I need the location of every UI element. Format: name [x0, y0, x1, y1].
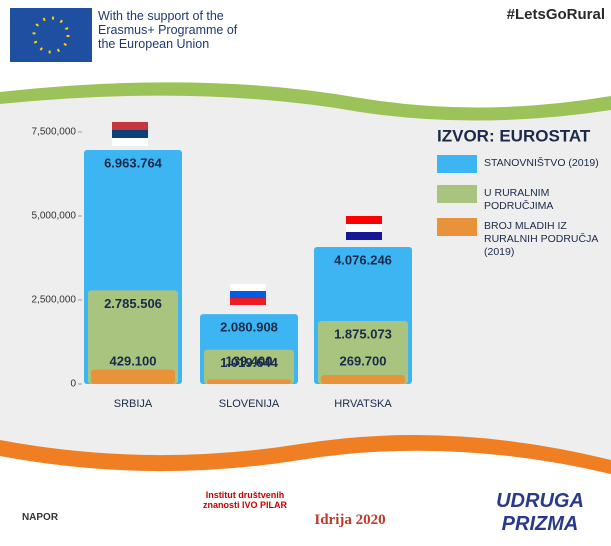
chart-title: IZVOR: EUROSTAT: [437, 126, 591, 145]
x-tick-label: SLOVENIJA: [219, 398, 280, 410]
data-label: 2.080.908: [220, 320, 278, 335]
data-label: 6.963.764: [104, 155, 163, 170]
logo: NAPOR: [10, 512, 70, 523]
logo: UDRUGA PRIZMA: [490, 490, 590, 536]
data-label: 4.076.246: [334, 252, 392, 267]
bar: [207, 379, 291, 384]
legend-swatch: [437, 218, 477, 236]
legend-swatch: [437, 155, 477, 173]
legend-label: BROJ MLADIH IZ RURALNIH PODRUČJA (2019): [484, 220, 609, 259]
x-tick-label: SRBIJA: [114, 398, 153, 410]
legend-label: STANOVNIŠTVO (2019): [484, 157, 609, 170]
data-label: 429.100: [110, 353, 157, 368]
flag-serbia: [112, 122, 148, 146]
data-label: 139.400: [226, 353, 273, 368]
x-tick-label: HRVATSKA: [334, 398, 392, 410]
data-label: 1.875.073: [334, 326, 392, 341]
support-text: With the support of the Erasmus+ Program…: [98, 9, 248, 51]
y-tick-label: 2,500,000: [32, 295, 77, 306]
flag-croatia: [346, 216, 382, 240]
chart: IZVOR: EUROSTAT 0 2,500,000 5,000,000 7,500…: [0, 0, 611, 546]
y-tick-label: 7,500,000: [32, 127, 77, 138]
legend-swatch: [437, 185, 477, 203]
legend-label: U RURALNIM PODRUČJIMA: [484, 187, 609, 213]
hashtag: #LetsGoRural: [507, 6, 605, 23]
y-tick-label: 0: [70, 379, 76, 390]
logo: Idrija 2020: [300, 512, 400, 529]
page: IZVOR: EUROSTAT 0 2,500,000 5,000,000 7,500…: [0, 0, 611, 546]
logo: Institut društvenih znanosti IVO PILAR: [200, 490, 290, 510]
flag-slovenia: [230, 284, 266, 305]
eu-flag: [10, 8, 92, 62]
bar: [91, 370, 175, 384]
bar: [321, 375, 405, 384]
data-label: 2.785.506: [104, 296, 162, 311]
y-tick-label: 5,000,000: [32, 211, 77, 222]
data-label: 269.700: [340, 353, 387, 368]
